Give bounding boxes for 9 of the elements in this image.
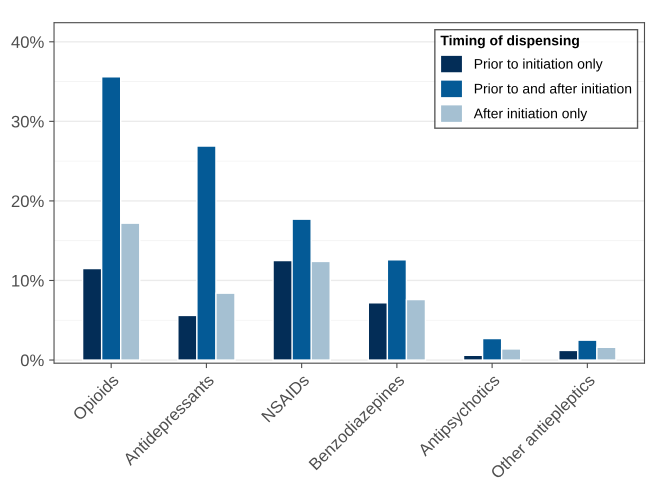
y-tick-label: 30% [12, 116, 44, 128]
y-tick-label: 10% [12, 274, 44, 287]
y-tick-label: 40% [11, 36, 44, 48]
legend-title: Timing of dispensing [440, 35, 579, 48]
legend-label: After initiation only [474, 108, 588, 122]
legend-label: Prior to initiation only [474, 58, 603, 72]
y-tick-label: 20% [12, 195, 44, 208]
y-tick-label: 0% [20, 354, 44, 366]
legend-label: Prior to and after initiation [474, 83, 632, 94]
